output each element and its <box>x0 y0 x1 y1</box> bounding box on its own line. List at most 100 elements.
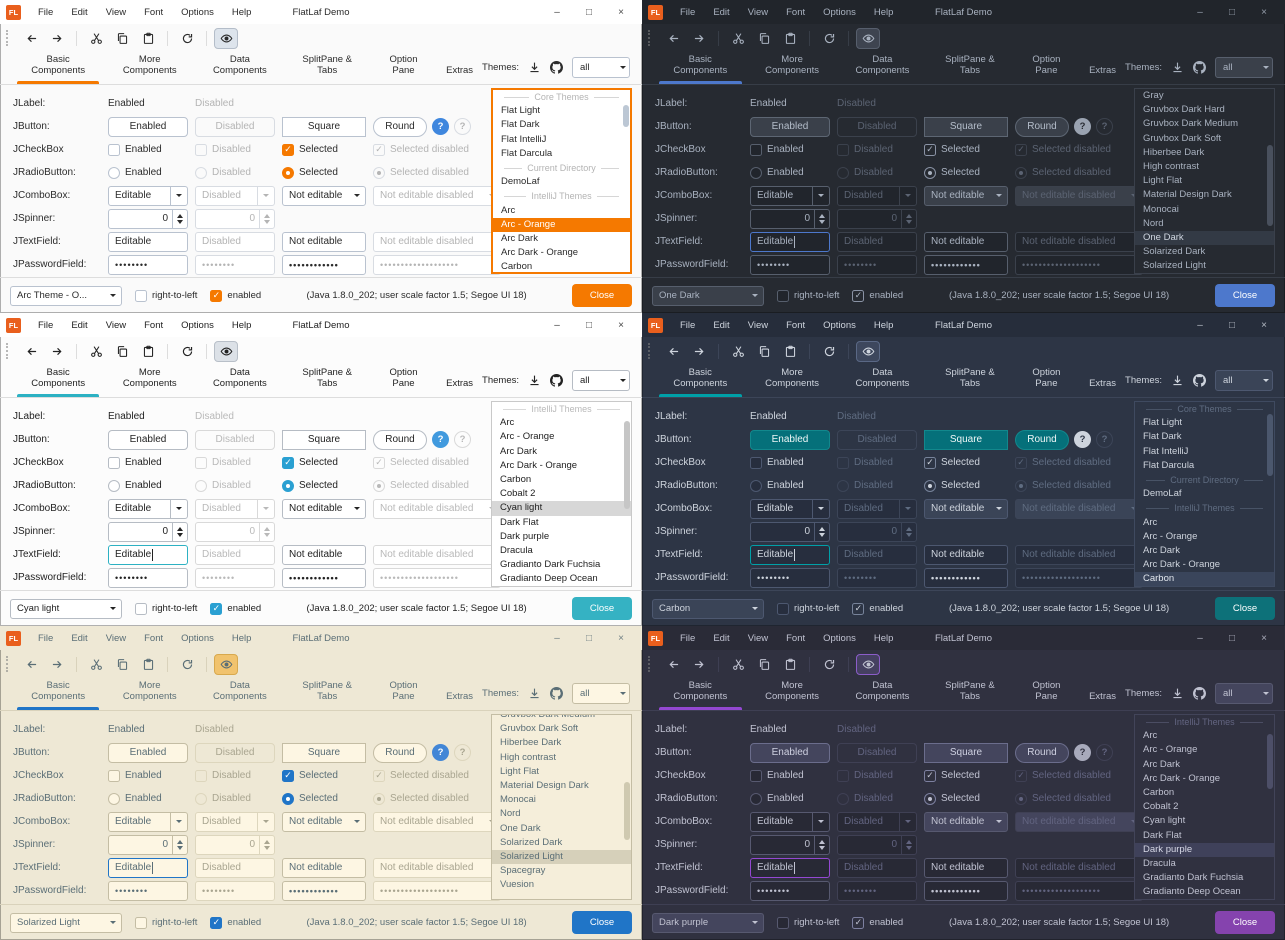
combo-arrow-button[interactable] <box>991 187 1007 205</box>
theme-list-item-arc-orange[interactable]: Arc - Orange <box>1143 530 1198 542</box>
checkbox-selected[interactable]: Selected <box>282 143 366 156</box>
menu-view[interactable]: View <box>741 318 775 333</box>
menu-help[interactable]: Help <box>867 5 901 20</box>
menu-options[interactable]: Options <box>816 631 863 646</box>
theme-list-item-carbon[interactable]: Carbon <box>500 473 532 485</box>
button-square[interactable]: Square <box>282 429 366 450</box>
combo-arrow-button[interactable] <box>349 500 365 518</box>
menu-edit[interactable]: Edit <box>706 631 736 646</box>
radio-selected-disabled[interactable]: Selected disabled <box>373 792 501 805</box>
tab-extras[interactable]: Extras <box>1080 686 1125 710</box>
theme-list-item-gruvbox-dark-medium[interactable]: Gruvbox Dark Medium <box>500 714 596 720</box>
combo-arrow-button[interactable] <box>170 499 187 518</box>
theme-list-item-vuesion[interactable]: Vuesion <box>500 879 534 891</box>
textfield-editable[interactable]: Editable <box>750 544 830 565</box>
help-button-outline[interactable]: ? <box>1096 744 1113 761</box>
theme-list-item-arc-dark-orange[interactable]: Arc Dark - Orange <box>501 247 579 259</box>
tab-option-pane[interactable]: Option Pane <box>1013 49 1080 84</box>
theme-list-item-one-dark[interactable]: One Dark <box>500 822 541 834</box>
theme-selector-combo[interactable]: One Dark <box>652 285 764 306</box>
checkbox-selected[interactable]: Selected <box>924 769 1008 782</box>
theme-list-item-gruvbox-dark-medium[interactable]: Gruvbox Dark Medium <box>1143 118 1239 130</box>
theme-list-item-arc-orange[interactable]: Arc - Orange <box>493 217 630 232</box>
theme-list-item-solarized-dark[interactable]: Solarized Dark <box>500 836 563 848</box>
help-button[interactable]: ? <box>1074 431 1091 448</box>
combobox-not-editable[interactable]: Not editable <box>924 185 1008 206</box>
combo-arrow-button[interactable] <box>257 186 274 205</box>
tab-data-components[interactable]: Data Components <box>195 362 284 397</box>
copy-button[interactable] <box>110 654 134 675</box>
copy-button[interactable] <box>752 28 776 49</box>
button-enabled[interactable]: Enabled <box>108 429 188 450</box>
combobox-not-editable[interactable]: Not editable <box>924 498 1008 519</box>
textfield-not-editable[interactable]: Not editable <box>282 231 366 252</box>
menu-font[interactable]: Font <box>779 5 812 20</box>
spinner-buttons[interactable] <box>901 835 916 854</box>
theme-list-item-cobalt-2[interactable]: Cobalt 2 <box>1143 801 1179 813</box>
theme-list-item-gruvbox-dark-soft[interactable]: Gruvbox Dark Soft <box>1143 132 1222 144</box>
tab-data-components[interactable]: Data Components <box>838 675 928 710</box>
list-scrollbar-thumb[interactable] <box>1267 413 1273 476</box>
menu-file[interactable]: File <box>673 631 702 646</box>
spinner-enabled[interactable]: 0 <box>108 834 188 855</box>
combobox-disabled[interactable]: Disabled <box>837 185 917 206</box>
refresh-button[interactable] <box>175 28 199 49</box>
button-round[interactable]: Round <box>1015 742 1069 763</box>
radio-disabled[interactable]: Disabled <box>195 479 275 492</box>
forward-button[interactable] <box>45 28 69 49</box>
radio-selected[interactable]: Selected <box>282 479 366 492</box>
checkbox-selected-disabled[interactable]: Selected disabled <box>373 769 501 782</box>
close-window-button[interactable]: × <box>1251 316 1277 334</box>
spinner-disabled[interactable]: 0 <box>195 208 275 229</box>
menu-help[interactable]: Help <box>867 631 901 646</box>
menu-edit[interactable]: Edit <box>64 318 94 333</box>
combo-arrow-button[interactable] <box>812 812 829 831</box>
checkbox-selected[interactable]: Selected <box>282 456 366 469</box>
combo-arrow-button[interactable] <box>349 187 365 205</box>
menu-options[interactable]: Options <box>174 631 221 646</box>
back-button[interactable] <box>19 28 43 49</box>
radio-enabled[interactable]: Enabled <box>108 479 188 492</box>
combo-arrow-button[interactable] <box>747 914 763 932</box>
tab-more-components[interactable]: More Components <box>104 675 195 710</box>
close-window-button[interactable]: × <box>1251 629 1277 647</box>
theme-list-item-flat-dark[interactable]: Flat Dark <box>501 119 540 131</box>
checkbox-selected-disabled[interactable]: Selected disabled <box>1015 769 1143 782</box>
theme-list-item-monocai[interactable]: Monocai <box>1143 203 1179 215</box>
combo-arrow-button[interactable] <box>812 186 829 205</box>
toolbar-grip-handle[interactable] <box>6 30 12 46</box>
tab-splitpane-tabs[interactable]: SplitPane & Tabs <box>927 675 1012 710</box>
theme-list-item-arc-dark-orange[interactable]: Arc Dark - Orange <box>1143 559 1221 571</box>
enabled-checkbox[interactable]: enabled <box>852 289 903 302</box>
theme-list-item-carbon[interactable]: Carbon <box>1135 572 1274 586</box>
spinner-enabled[interactable]: 0 <box>108 521 188 542</box>
spinner-disabled[interactable]: 0 <box>195 834 275 855</box>
menu-font[interactable]: Font <box>137 631 170 646</box>
theme-list-item-material-design-dark[interactable]: Material Design Dark <box>1143 189 1232 201</box>
combobox-not-editable-disabled[interactable]: Not editable disabled <box>1015 811 1143 832</box>
list-scrollbar[interactable] <box>1267 716 1273 898</box>
help-button-outline[interactable]: ? <box>454 744 471 761</box>
tab-option-pane[interactable]: Option Pane <box>370 49 437 84</box>
combobox-editable[interactable]: Editable <box>750 185 830 206</box>
button-round[interactable]: Round <box>373 742 427 763</box>
menu-edit[interactable]: Edit <box>64 5 94 20</box>
paste-button[interactable] <box>136 28 160 49</box>
textfield-not-editable[interactable]: Not editable <box>924 857 1008 878</box>
maximize-button[interactable]: □ <box>1219 316 1245 334</box>
combobox-disabled[interactable]: Disabled <box>837 498 917 519</box>
button-enabled[interactable]: Enabled <box>108 742 188 763</box>
checkbox-selected-disabled[interactable]: Selected disabled <box>1015 456 1143 469</box>
close-button[interactable]: Close <box>1215 284 1275 307</box>
combobox-disabled[interactable]: Disabled <box>195 811 275 832</box>
refresh-button[interactable] <box>817 341 841 362</box>
combobox-not-editable-disabled[interactable]: Not editable disabled <box>1015 498 1143 519</box>
combobox-not-editable-disabled[interactable]: Not editable disabled <box>373 498 501 519</box>
combo-arrow-button[interactable] <box>991 813 1007 831</box>
themes-list[interactable]: IntelliJ Themes Arc Arc - Orange Arc Dark Ar… <box>1134 714 1275 900</box>
menu-help[interactable]: Help <box>225 318 259 333</box>
theme-list-item-dark-flat[interactable]: Dark Flat <box>500 516 539 528</box>
theme-list-item-high-contrast[interactable]: High contrast <box>1143 160 1199 172</box>
combobox-disabled[interactable]: Disabled <box>837 811 917 832</box>
combo-arrow-button[interactable] <box>812 499 829 518</box>
